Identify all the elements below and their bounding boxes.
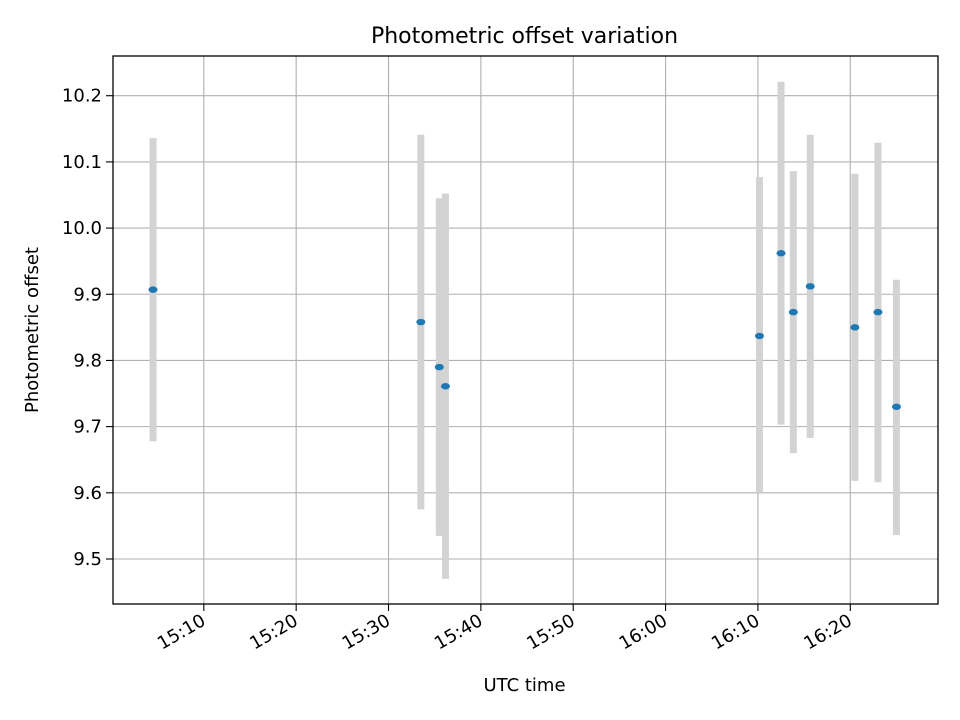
data-point <box>416 318 426 326</box>
y-tick-label: 9.5 <box>73 549 102 570</box>
y-tick-label: 9.8 <box>73 350 102 371</box>
data-point <box>754 332 764 340</box>
y-tick-label: 10.1 <box>62 152 102 173</box>
data-points <box>148 250 901 410</box>
data-point <box>805 283 815 290</box>
y-tick-label: 10.2 <box>62 86 102 107</box>
data-point <box>776 250 786 257</box>
y-axis: 9.5 9.6 9.7 9.8 9.9 10.0 10.1 10.2 <box>62 86 113 570</box>
grid <box>113 56 938 604</box>
y-tick-label: 9.6 <box>73 483 102 504</box>
y-tick-label: 9.7 <box>73 417 102 438</box>
data-point <box>148 286 158 293</box>
chart-title: Photometric offset variation <box>371 24 678 49</box>
plot-frame <box>112 55 939 605</box>
data-point <box>440 383 450 390</box>
data-point <box>891 403 901 410</box>
y-axis-label: Photometric offset <box>22 247 43 413</box>
y-tick-label: 10.0 <box>62 218 102 239</box>
data-point <box>788 308 798 316</box>
x-axis-label: UTC time <box>483 675 565 696</box>
y-tick-label: 9.9 <box>73 284 102 305</box>
data-point <box>850 324 860 331</box>
data-point <box>873 308 883 316</box>
data-point <box>434 363 444 371</box>
